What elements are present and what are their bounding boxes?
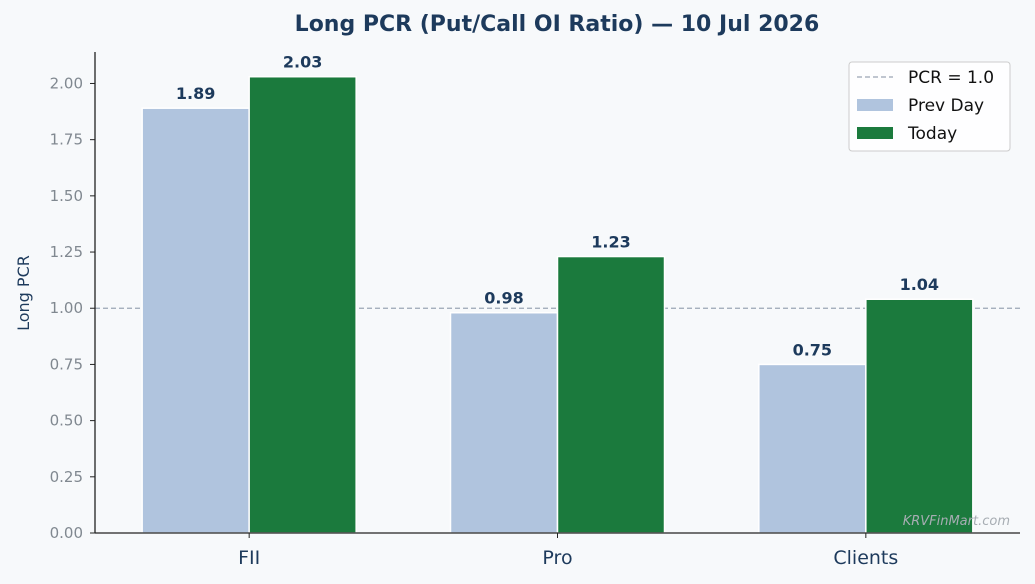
legend: PCR = 1.0 Prev Day Today xyxy=(848,61,1011,152)
bar-pro-today xyxy=(556,255,666,534)
bar-fii-today xyxy=(248,75,357,534)
legend-ref-label: PCR = 1.0 xyxy=(908,68,994,88)
x-tick-label-fii: FII xyxy=(238,547,260,569)
x-tick-label-clients: Clients xyxy=(833,547,898,569)
data-label-pro-today: 1.23 xyxy=(591,233,630,252)
bar-pro-prev-day xyxy=(449,311,559,534)
data-label-pro-prev-day: 0.98 xyxy=(484,289,523,308)
y-tick-label: 1.50 xyxy=(50,187,83,205)
legend-prev-label: Prev Day xyxy=(908,96,984,116)
bar-clients-prev-day xyxy=(758,363,867,534)
y-axis-label: Long PCR xyxy=(14,255,33,331)
legend-prev-swatch xyxy=(857,99,893,111)
y-tick-label: 1.75 xyxy=(50,131,83,149)
data-label-fii-prev-day: 1.89 xyxy=(176,84,215,103)
data-label-clients-today: 1.04 xyxy=(900,275,939,294)
legend-today-swatch xyxy=(857,127,893,139)
y-tick-label: 0.00 xyxy=(50,524,83,542)
axes-layer: 0.00 0.25 0.50 0.75 1.00 1.25 1.50 1.75 2.00 FII P… xyxy=(50,52,1020,569)
y-tick-label: 0.50 xyxy=(50,412,83,430)
y-tick-label: 2.00 xyxy=(50,74,83,92)
legend-today-label: Today xyxy=(907,124,957,144)
watermark: KRVFinMart.com xyxy=(903,514,1010,529)
bars-layer xyxy=(141,75,974,534)
y-tick-label: 1.00 xyxy=(50,299,83,317)
bar-fii-prev-day xyxy=(141,107,250,534)
y-tick-label: 0.75 xyxy=(50,355,83,373)
data-label-fii-today: 2.03 xyxy=(283,53,322,72)
x-tick-label-pro: Pro xyxy=(542,547,572,569)
bar-clients-today xyxy=(865,298,974,534)
data-label-clients-prev-day: 0.75 xyxy=(793,340,832,359)
y-tick-label: 0.25 xyxy=(50,468,83,486)
chart-title: Long PCR (Put/Call OI Ratio) — 10 Jul 20… xyxy=(295,12,820,37)
data-labels-layer: 1.89 0.98 0.75 2.03 1.23 1.04 xyxy=(176,53,939,360)
y-tick-label: 1.25 xyxy=(50,243,83,261)
